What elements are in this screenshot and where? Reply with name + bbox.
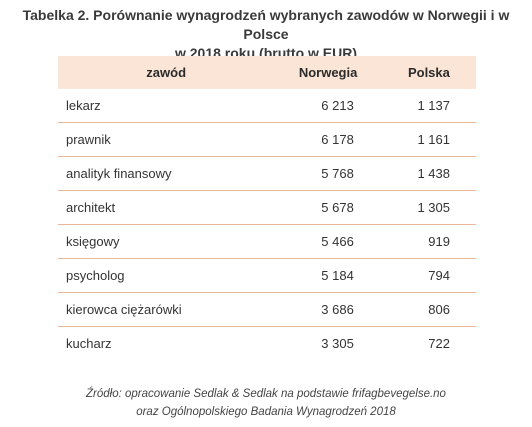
cell-job: kierowca ciężarówki: [58, 292, 275, 327]
cell-job: analityk finansowy: [58, 156, 275, 191]
cell-poland: 1 305: [381, 190, 476, 225]
table-row: księgowy 5 466 919: [58, 224, 476, 259]
table-title: Tabelka 2. Porównanie wynagrodzeń wybran…: [0, 6, 532, 63]
cell-job: księgowy: [58, 224, 275, 259]
table-row: kucharz 3 305 722: [58, 327, 476, 361]
cell-norway: 6 213: [274, 89, 382, 123]
table-row: analityk finansowy 5 768 1 438: [58, 156, 476, 191]
cell-poland: 806: [381, 292, 476, 327]
cell-poland: 1 137: [381, 89, 476, 123]
cell-norway: 5 678: [274, 190, 382, 225]
cell-job: psycholog: [58, 258, 275, 293]
cell-poland: 1 438: [381, 156, 476, 191]
header-poland: Polska: [381, 56, 476, 89]
table-row: psycholog 5 184 794: [58, 258, 476, 293]
table-header-row: zawód Norwegia Polska: [58, 56, 476, 89]
source-line-1: Źródło: opracowanie Sedlak & Sedlak na p…: [86, 388, 446, 400]
header-norway: Norwegia: [274, 56, 382, 89]
cell-poland: 794: [381, 258, 476, 293]
cell-poland: 919: [381, 224, 476, 259]
source-line-2: oraz Ogólnopolskiego Badania Wynagrodzeń…: [136, 406, 396, 418]
cell-norway: 5 768: [274, 156, 382, 191]
header-job: zawód: [58, 56, 275, 89]
wages-table: zawód Norwegia Polska lekarz 6 213 1 137…: [58, 56, 476, 360]
cell-job: lekarz: [58, 89, 275, 123]
cell-norway: 3 686: [274, 292, 382, 327]
source-note: Źródło: opracowanie Sedlak & Sedlak na p…: [0, 385, 532, 421]
cell-poland: 1 161: [381, 122, 476, 157]
cell-job: architekt: [58, 190, 275, 225]
cell-poland: 722: [428, 336, 450, 351]
cell-norway: 5 466: [274, 224, 382, 259]
title-line-1: Tabelka 2. Porównanie wynagrodzeń wybran…: [22, 7, 510, 42]
cell-job: kucharz: [66, 336, 112, 351]
cell-norway: 6 178: [274, 122, 382, 157]
cell-norway: 3 305: [321, 336, 354, 351]
table-row: lekarz 6 213 1 137: [58, 89, 476, 123]
table-row: prawnik 6 178 1 161: [58, 122, 476, 157]
table-row: kierowca ciężarówki 3 686 806: [58, 292, 476, 327]
table-row: architekt 5 678 1 305: [58, 190, 476, 225]
cell-job: prawnik: [58, 122, 275, 157]
cell-norway: 5 184: [274, 258, 382, 293]
